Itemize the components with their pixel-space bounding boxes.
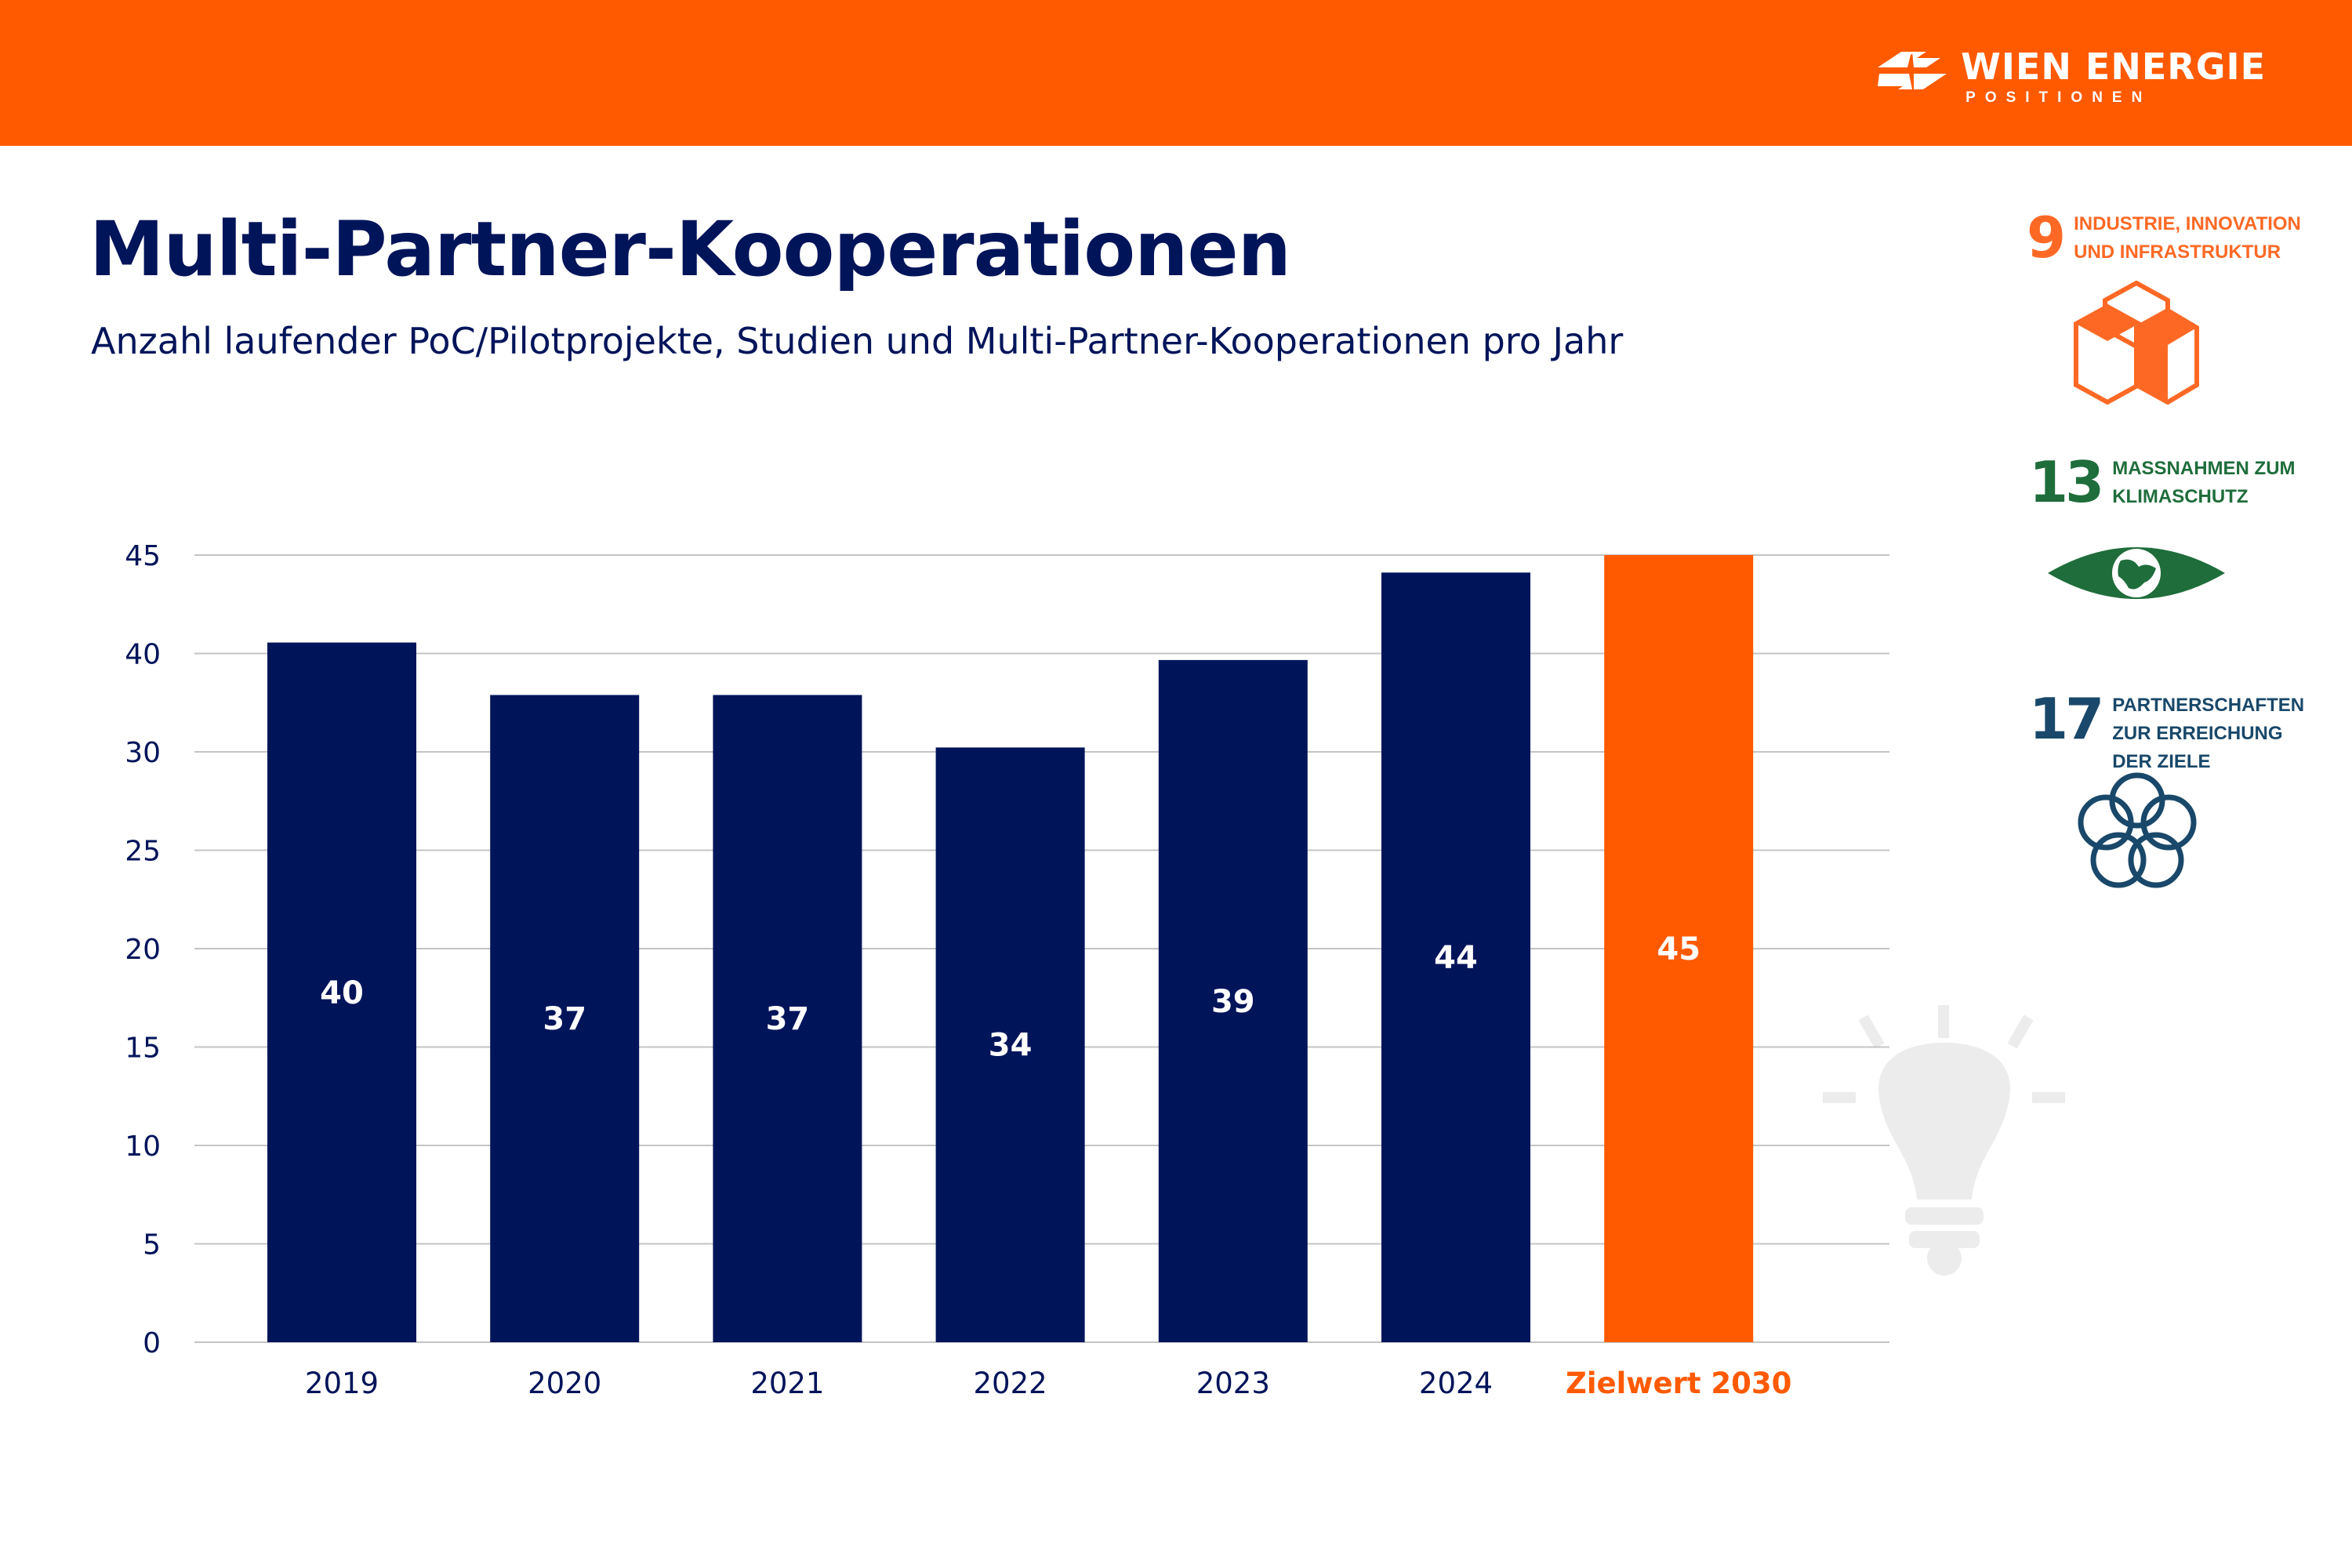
- sdg-13: 13 Massnahmen zum Klimaschutz: [2029, 449, 2296, 515]
- y-tick-label: 0: [143, 1327, 161, 1359]
- eye-globe-icon: [2048, 547, 2225, 599]
- logo-subtitle: POSITIONEN: [1965, 89, 2152, 106]
- lightbulb-icon: [1823, 1005, 2065, 1276]
- sdg-number: 17: [2029, 686, 2104, 752]
- bar-2023: [1158, 659, 1308, 1342]
- y-tick-label: 20: [125, 934, 161, 966]
- x-tick-label: 2022: [974, 1367, 1047, 1400]
- sdg-number: 13: [2029, 449, 2104, 515]
- bar-2019: [267, 642, 416, 1342]
- wien-energie-logo: WIEN ENERGIE POSITIONEN: [1878, 49, 2266, 107]
- page-title: Multi-Partner-Kooperationen: [89, 205, 1291, 293]
- sdg-label-line: Partnerschaften: [2112, 695, 2305, 716]
- y-tick-label: 40: [125, 639, 161, 671]
- sdg-label-line: und Infrastruktur: [2074, 241, 2281, 263]
- x-tick-label: 2021: [750, 1367, 824, 1400]
- x-tick-label: Zielwert 2030: [1566, 1367, 1791, 1400]
- y-tick-label: 5: [143, 1229, 161, 1261]
- page-subtitle: Anzahl laufender PoC/Pilotprojekte, Stud…: [91, 320, 1624, 362]
- y-tick-label: 30: [125, 737, 161, 769]
- bar-2022: [935, 747, 1085, 1342]
- sdg-label-line: Klimaschutz: [2112, 486, 2249, 507]
- sdg-17: 17 Partnerschaften zur Erreichung der Zi…: [2029, 691, 2304, 776]
- sdg-label-line: Industrie, Innovation: [2074, 213, 2301, 234]
- y-tick-label: 15: [125, 1033, 161, 1065]
- sdg-label-line: zur Erreichung: [2112, 723, 2283, 744]
- data-label: 34: [989, 1028, 1033, 1064]
- y-tick-label: 25: [125, 836, 161, 868]
- logo-name: WIEN ENERGIE: [1961, 45, 2266, 88]
- x-tick-label: 2024: [1419, 1367, 1493, 1400]
- bar-2024: [1381, 572, 1530, 1342]
- bar-2020: [490, 695, 640, 1342]
- x-tick-label: 2020: [528, 1367, 601, 1400]
- header-bar: WIEN ENERGIE POSITIONEN: [0, 0, 2352, 146]
- wien-energie-logo-icon: [1878, 52, 1947, 89]
- y-tick-label: 10: [125, 1131, 161, 1163]
- data-label: 37: [766, 1001, 810, 1037]
- sdg-number: 9: [2027, 205, 2066, 270]
- data-label: 37: [543, 1001, 586, 1037]
- data-label: 40: [320, 975, 364, 1011]
- sdg-label-line: Massnahmen zum: [2112, 458, 2296, 479]
- x-tick-label: 2019: [305, 1367, 379, 1400]
- data-label: 44: [1434, 940, 1478, 976]
- y-tick-label: 45: [125, 540, 161, 572]
- cubes-icon: [2074, 281, 2199, 405]
- x-tick-label: 2023: [1196, 1367, 1270, 1400]
- data-label: 39: [1211, 984, 1255, 1020]
- data-label: 45: [1657, 931, 1700, 967]
- rings-icon: [2078, 772, 2197, 888]
- bar-zielwert-2030: [1604, 555, 1754, 1342]
- sdg-9: 9 Industrie, Innovation und Infrastruktu…: [2027, 205, 2301, 270]
- bar-2021: [713, 695, 862, 1342]
- sdg-label-line: der Ziele: [2112, 751, 2211, 772]
